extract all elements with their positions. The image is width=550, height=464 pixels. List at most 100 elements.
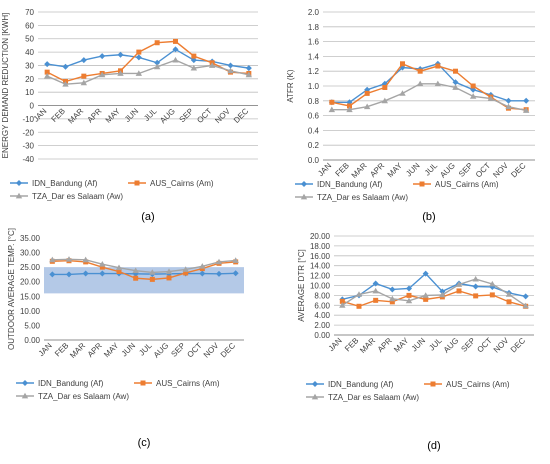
chart-panel-c: 0.005.0010.0015.0020.0025.0030.0035.00JA… — [7, 228, 244, 449]
x-tick-label: MAY — [392, 336, 411, 355]
y-tick-label: 35.00 — [20, 234, 41, 243]
legend-label: TZA_Dar es Salaam (Aw) — [328, 393, 419, 402]
data-point — [132, 267, 139, 274]
x-tick-label: APR — [368, 161, 386, 179]
series-line — [46, 40, 249, 83]
data-point — [43, 72, 51, 79]
data-point — [133, 275, 139, 281]
x-tick-label: DEC — [219, 341, 237, 359]
data-point — [190, 64, 198, 71]
legend-marker — [311, 393, 319, 400]
data-point — [116, 269, 122, 275]
data-point — [472, 275, 479, 282]
series-3 — [339, 275, 529, 309]
x-tick-label: OCT — [474, 161, 492, 179]
series-2 — [44, 38, 252, 84]
chart-panel-a: -40 -30 -20 -10 0 10 20 30 40 50 60 70 JAN FEB MAR APR M… — [1, 8, 258, 223]
data-point — [505, 103, 512, 110]
y-tick-label: -10 — [22, 115, 34, 124]
data-point — [473, 293, 479, 299]
y-tick-label: 30 — [25, 61, 34, 70]
y-tick-label: 0.4 — [308, 126, 320, 135]
x-tick-label: APR — [86, 341, 104, 359]
y-tick-label: 10.00 — [310, 282, 331, 291]
data-point — [99, 264, 105, 270]
data-point — [416, 80, 424, 87]
data-point — [149, 269, 156, 275]
data-point — [135, 54, 142, 61]
data-point — [406, 292, 412, 298]
data-point — [389, 286, 396, 293]
y-tick-label: 18.00 — [310, 242, 331, 251]
data-point — [487, 95, 495, 101]
legend: IDN_Bandung (Af) AUS_Cairns (Am) TZA_Dar e… — [16, 379, 220, 401]
y-tick-label: 12.00 — [310, 272, 331, 281]
legend: IDN_Bandung (Af) AUS_Cairns (Am) TZA_Dar e… — [306, 380, 510, 402]
x-tick-label: MAR — [68, 341, 87, 360]
data-point — [339, 302, 346, 308]
data-point — [470, 83, 476, 89]
y-tick-label: 0.2 — [308, 141, 320, 150]
y-tick-label: 1.0 — [308, 82, 320, 91]
y-axis-label: ENERGY DEMAND REDUCTION [KWH] — [1, 13, 10, 159]
x-tick-label: NOV — [492, 336, 511, 355]
data-point — [65, 256, 73, 262]
legend-label: AUS_Cairns (Am) — [156, 379, 220, 388]
data-point — [49, 256, 56, 263]
data-point — [136, 49, 142, 55]
data-point — [99, 270, 106, 277]
data-point — [227, 67, 234, 74]
x-tick-label: SEP — [169, 341, 187, 359]
legend-marker — [312, 381, 318, 387]
data-point — [245, 65, 252, 72]
legend-marker — [134, 180, 140, 186]
data-point — [165, 268, 173, 274]
x-tick-label: MAR — [66, 106, 85, 125]
legend-marker — [15, 192, 23, 199]
y-tick-label: 10 — [25, 88, 34, 97]
data-point — [80, 79, 88, 86]
panel-caption: (c) — [138, 437, 151, 449]
data-point — [439, 288, 446, 295]
legend: IDN_Bandung (Af) AUS_Cairns (Am) TZA_Dar e… — [295, 180, 499, 202]
legend-marker — [21, 392, 29, 399]
data-point — [434, 80, 442, 87]
data-point — [364, 90, 370, 96]
y-tick-label: 20 — [25, 75, 34, 84]
data-point — [346, 106, 353, 113]
data-point — [199, 270, 206, 277]
x-tick-label: NOV — [202, 341, 221, 360]
data-point — [245, 71, 253, 78]
data-point — [328, 106, 336, 113]
y-tick-label: 1.2 — [308, 67, 320, 76]
data-point — [381, 97, 389, 104]
data-point — [389, 299, 395, 305]
data-point — [329, 99, 335, 105]
y-tick-label: 0.00 — [24, 336, 40, 345]
data-point — [153, 63, 161, 70]
data-point — [82, 270, 89, 277]
data-point — [154, 59, 161, 66]
y-tick-label: 1.4 — [308, 52, 320, 61]
data-point — [389, 295, 396, 302]
x-tick-label: DEC — [509, 161, 527, 179]
y-axis-label: AVERAGE DTR [°C] — [297, 249, 306, 321]
data-point — [406, 285, 412, 292]
legend-marker — [140, 380, 146, 386]
data-point — [399, 90, 406, 96]
data-point — [115, 264, 123, 271]
data-point — [356, 303, 362, 309]
data-point — [489, 292, 495, 298]
y-tick-label: 0 — [30, 102, 35, 111]
x-tick-label: MAR — [350, 161, 369, 180]
y-tick-label: 0.8 — [308, 97, 320, 106]
legend-marker — [419, 181, 425, 187]
data-point — [522, 302, 529, 309]
y-tick-label: 60 — [25, 21, 34, 30]
data-point — [117, 70, 124, 76]
data-point — [190, 57, 197, 64]
data-point — [44, 61, 51, 68]
series-line — [47, 48, 249, 69]
data-point — [215, 258, 223, 265]
